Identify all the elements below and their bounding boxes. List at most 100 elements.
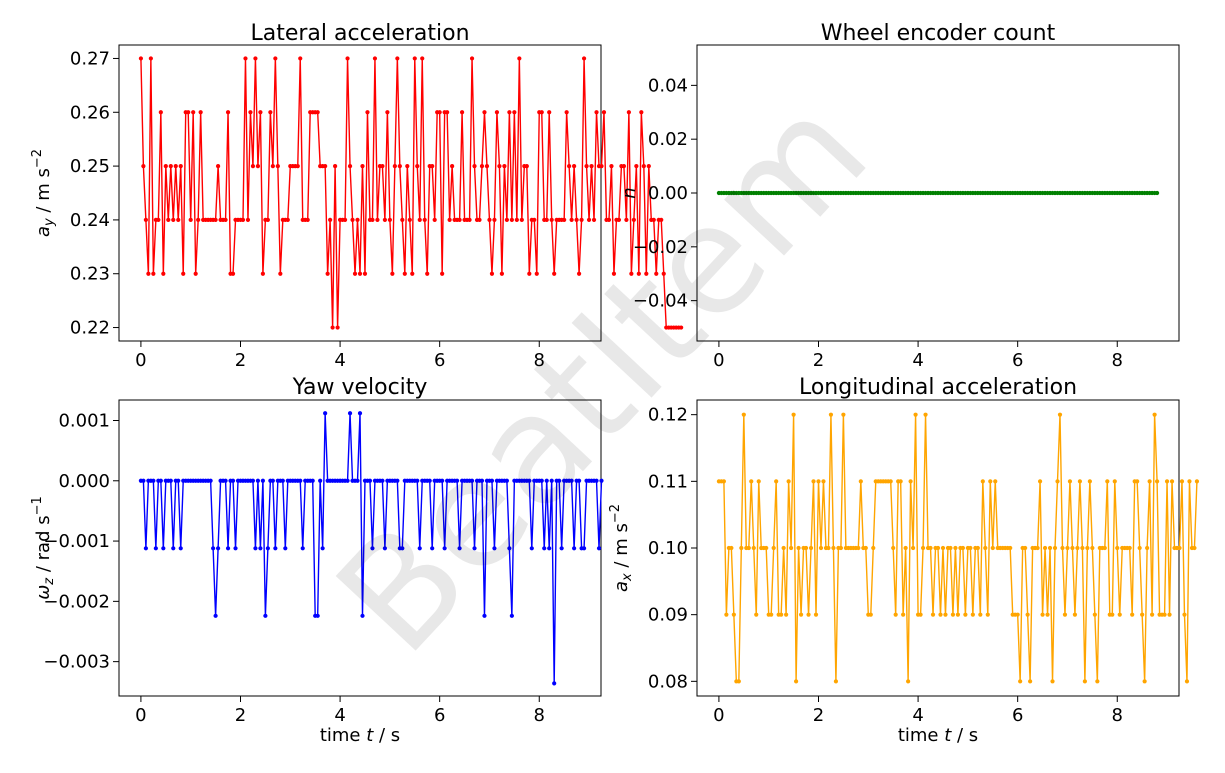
data-point	[382, 217, 387, 223]
data-point	[821, 479, 826, 484]
data-point	[171, 546, 176, 551]
y-tick-label: 0.09	[648, 605, 688, 626]
data-point	[1075, 545, 1080, 551]
data-point	[258, 546, 263, 551]
data-point	[534, 271, 539, 276]
data-point	[457, 217, 462, 223]
y-tick-label: 0.02	[648, 129, 688, 150]
y-label-symbol: ω	[33, 585, 54, 600]
data-point	[863, 545, 868, 551]
data-point	[143, 546, 148, 551]
data-point	[352, 271, 358, 276]
data-point	[397, 163, 402, 169]
data-point	[1065, 545, 1070, 551]
data-point	[161, 271, 166, 276]
y-label-subscript: y	[42, 218, 57, 227]
data-point	[584, 163, 589, 169]
data-point	[599, 478, 604, 483]
data-point	[898, 479, 903, 484]
data-point	[153, 546, 158, 551]
data-point	[347, 411, 353, 416]
data-point	[901, 612, 906, 617]
data-point	[245, 217, 251, 223]
data-point	[455, 478, 460, 483]
data-point	[1164, 479, 1170, 484]
data-point	[784, 612, 789, 617]
data-point	[599, 163, 604, 169]
data-point	[320, 546, 325, 551]
data-point	[659, 217, 664, 223]
data-point	[158, 478, 163, 483]
data-point	[188, 217, 193, 223]
data-point	[430, 546, 435, 551]
data-point	[146, 271, 151, 276]
plot-title: Wheel encoder count	[821, 21, 1056, 46]
data-point	[298, 56, 303, 61]
data-point	[268, 110, 273, 115]
data-point	[161, 546, 166, 551]
data-point	[387, 217, 392, 223]
data-point	[1057, 412, 1063, 417]
y-tick-label: −0.002	[43, 591, 110, 612]
axes-frame	[118, 44, 602, 342]
data-point	[400, 217, 405, 223]
data-point	[265, 546, 270, 551]
data-point	[547, 110, 552, 115]
data-point	[572, 163, 577, 169]
data-point	[442, 546, 447, 551]
data-point	[375, 217, 380, 223]
x-tick-label: 4	[334, 350, 345, 371]
data-point	[215, 546, 221, 551]
data-point	[576, 478, 582, 483]
data-point	[841, 412, 846, 417]
data-point	[591, 217, 597, 223]
data-point	[1090, 545, 1095, 551]
data-point	[265, 217, 270, 223]
y-tick-label: 0.00	[648, 183, 688, 204]
y-label-subscript: x	[620, 573, 635, 582]
y-tick-label: 0.001	[58, 410, 110, 431]
data-point	[1145, 545, 1150, 551]
data-point	[731, 612, 736, 617]
data-point	[472, 163, 477, 169]
data-point	[993, 479, 998, 484]
data-point	[178, 163, 183, 169]
data-point	[1018, 679, 1023, 684]
data-point	[567, 163, 572, 169]
y-label-symbol: a	[33, 226, 54, 237]
data-point	[283, 546, 288, 551]
y-label-symbol: a	[611, 581, 632, 592]
data-point	[213, 217, 218, 223]
data-point	[1047, 545, 1053, 551]
data-point	[1037, 479, 1043, 484]
data-point	[156, 217, 161, 223]
data-point	[1135, 479, 1140, 484]
data-point	[355, 478, 360, 483]
data-point	[871, 545, 876, 551]
x-tick-label: 4	[912, 705, 923, 726]
data-point	[305, 217, 310, 223]
x-tick-label: 0	[135, 350, 146, 371]
data-point	[968, 545, 973, 551]
data-point	[243, 56, 248, 61]
data-point	[420, 56, 425, 61]
data-point	[1077, 479, 1083, 484]
data-point	[953, 545, 958, 551]
data-point	[639, 110, 644, 115]
data-point	[983, 545, 988, 551]
y-tick-label: 0.23	[70, 264, 110, 285]
data-point	[360, 163, 365, 169]
data-point	[1102, 545, 1107, 551]
data-point	[273, 56, 278, 61]
x-tick-label: 2	[813, 705, 824, 726]
data-point	[988, 479, 993, 484]
data-point	[355, 217, 360, 223]
data-point	[333, 163, 338, 169]
data-point	[928, 545, 933, 551]
data-point	[601, 110, 607, 115]
data-point	[497, 163, 502, 169]
data-point	[263, 613, 268, 618]
data-point	[935, 545, 941, 551]
data-point	[594, 478, 599, 483]
data-point	[906, 679, 911, 684]
